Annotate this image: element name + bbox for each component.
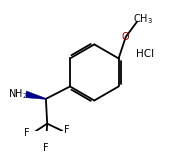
Polygon shape (25, 91, 46, 99)
Text: CH$_3$: CH$_3$ (133, 13, 153, 26)
Text: HCl: HCl (136, 49, 154, 59)
Text: F: F (25, 128, 30, 138)
Text: O: O (122, 32, 130, 42)
Text: F: F (43, 143, 49, 152)
Text: F: F (64, 125, 70, 135)
Text: NH$_2$: NH$_2$ (8, 87, 28, 101)
